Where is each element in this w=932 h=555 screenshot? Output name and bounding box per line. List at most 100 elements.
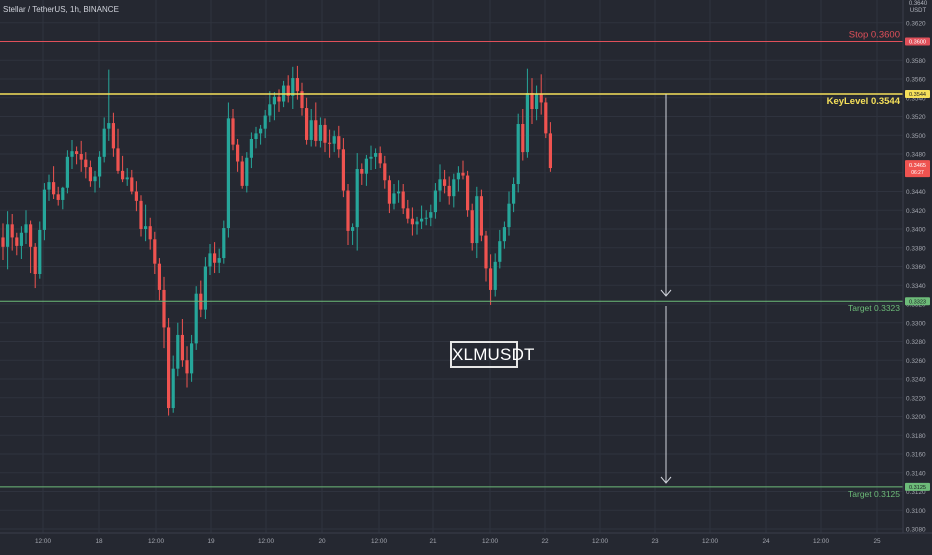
candle-body[interactable] bbox=[295, 78, 299, 92]
candle-body[interactable] bbox=[42, 189, 46, 230]
candle-body[interactable] bbox=[544, 102, 548, 134]
candle-body[interactable] bbox=[268, 104, 272, 116]
candle-body[interactable] bbox=[236, 144, 240, 162]
candle-body[interactable] bbox=[484, 235, 488, 269]
candle-body[interactable] bbox=[259, 128, 263, 134]
candle-body[interactable] bbox=[125, 177, 129, 180]
candle-body[interactable] bbox=[383, 163, 387, 181]
candle-body[interactable] bbox=[1, 237, 5, 247]
candle-body[interactable] bbox=[314, 120, 318, 141]
candle-body[interactable] bbox=[144, 226, 148, 229]
candle-body[interactable] bbox=[171, 368, 175, 409]
candle-body[interactable] bbox=[47, 182, 51, 190]
candle-body[interactable] bbox=[130, 177, 134, 192]
candle-body[interactable] bbox=[346, 190, 350, 231]
candle-body[interactable] bbox=[406, 208, 410, 219]
candle-body[interactable] bbox=[512, 184, 516, 204]
candle-body[interactable] bbox=[466, 175, 470, 211]
candle-body[interactable] bbox=[392, 193, 396, 204]
candle-body[interactable] bbox=[438, 179, 442, 191]
candle-body[interactable] bbox=[75, 151, 79, 154]
candle-body[interactable] bbox=[272, 96, 276, 105]
candle-body[interactable] bbox=[525, 93, 529, 153]
candle-body[interactable] bbox=[19, 232, 23, 246]
candle-body[interactable] bbox=[535, 94, 539, 109]
candle-body[interactable] bbox=[502, 227, 506, 242]
candle-body[interactable] bbox=[148, 226, 152, 240]
candle-body[interactable] bbox=[318, 124, 322, 141]
candle-body[interactable] bbox=[475, 196, 479, 244]
candle-body[interactable] bbox=[309, 120, 313, 140]
candle-body[interactable] bbox=[401, 191, 405, 209]
candle-body[interactable] bbox=[79, 154, 83, 160]
candle-body[interactable] bbox=[98, 156, 102, 177]
candle-body[interactable] bbox=[61, 187, 65, 200]
candle-body[interactable] bbox=[277, 96, 281, 102]
candle-body[interactable] bbox=[530, 93, 534, 109]
candle-body[interactable] bbox=[291, 78, 295, 96]
candle-body[interactable] bbox=[433, 190, 437, 213]
candle-body[interactable] bbox=[364, 158, 368, 174]
candle-body[interactable] bbox=[102, 128, 106, 157]
candle-body[interactable] bbox=[65, 156, 69, 188]
candle-body[interactable] bbox=[305, 108, 309, 140]
candle-body[interactable] bbox=[213, 253, 217, 263]
candle-body[interactable] bbox=[134, 191, 138, 201]
candle-body[interactable] bbox=[415, 221, 419, 225]
candle-body[interactable] bbox=[498, 241, 502, 262]
candle-body[interactable] bbox=[139, 200, 143, 229]
candle-body[interactable] bbox=[190, 343, 194, 374]
candle-body[interactable] bbox=[263, 115, 267, 129]
candle-body[interactable] bbox=[493, 261, 497, 290]
candle-body[interactable] bbox=[507, 203, 511, 228]
candle-body[interactable] bbox=[461, 172, 465, 176]
candle-body[interactable] bbox=[88, 167, 92, 182]
candle-body[interactable] bbox=[52, 182, 56, 195]
candle-body[interactable] bbox=[452, 179, 456, 197]
candle-body[interactable] bbox=[410, 218, 414, 225]
candle-body[interactable] bbox=[337, 136, 341, 150]
candle-body[interactable] bbox=[180, 334, 184, 361]
candle-body[interactable] bbox=[56, 194, 60, 200]
candle-body[interactable] bbox=[6, 224, 10, 247]
candle-body[interactable] bbox=[33, 246, 37, 274]
candle-body[interactable] bbox=[226, 118, 230, 229]
candle-body[interactable] bbox=[328, 142, 332, 144]
candle-body[interactable] bbox=[548, 133, 552, 169]
candle-body[interactable] bbox=[194, 293, 198, 344]
candle-body[interactable] bbox=[208, 253, 212, 267]
candle-body[interactable] bbox=[111, 123, 115, 149]
candle-body[interactable] bbox=[217, 258, 221, 263]
candle-body[interactable] bbox=[456, 172, 460, 180]
candle-body[interactable] bbox=[521, 124, 525, 153]
candle-body[interactable] bbox=[249, 139, 253, 158]
candle-body[interactable] bbox=[15, 237, 19, 246]
candle-body[interactable] bbox=[222, 228, 226, 259]
candle-body[interactable] bbox=[162, 289, 166, 328]
candle-body[interactable] bbox=[231, 118, 235, 145]
candle-body[interactable] bbox=[176, 334, 180, 369]
candle-body[interactable] bbox=[153, 239, 157, 264]
candle-body[interactable] bbox=[378, 153, 382, 164]
candle-body[interactable] bbox=[516, 124, 520, 184]
candle-body[interactable] bbox=[341, 149, 345, 191]
candle-body[interactable] bbox=[24, 224, 28, 233]
candle-body[interactable] bbox=[185, 360, 189, 374]
candle-body[interactable] bbox=[424, 217, 428, 219]
candle-body[interactable] bbox=[107, 123, 111, 129]
candle-body[interactable] bbox=[157, 263, 161, 290]
candle-body[interactable] bbox=[84, 159, 88, 168]
candle-body[interactable] bbox=[420, 218, 424, 222]
candle-body[interactable] bbox=[387, 180, 391, 204]
candle-body[interactable] bbox=[240, 161, 244, 186]
candle-body[interactable] bbox=[332, 136, 336, 144]
candle-body[interactable] bbox=[245, 157, 249, 186]
candle-body[interactable] bbox=[355, 169, 359, 228]
candle-body[interactable] bbox=[254, 133, 258, 139]
candle-body[interactable] bbox=[489, 268, 493, 290]
candle-body[interactable] bbox=[539, 94, 543, 103]
candle-body[interactable] bbox=[38, 229, 42, 274]
candle-body[interactable] bbox=[121, 170, 125, 180]
candle-body[interactable] bbox=[10, 224, 14, 238]
